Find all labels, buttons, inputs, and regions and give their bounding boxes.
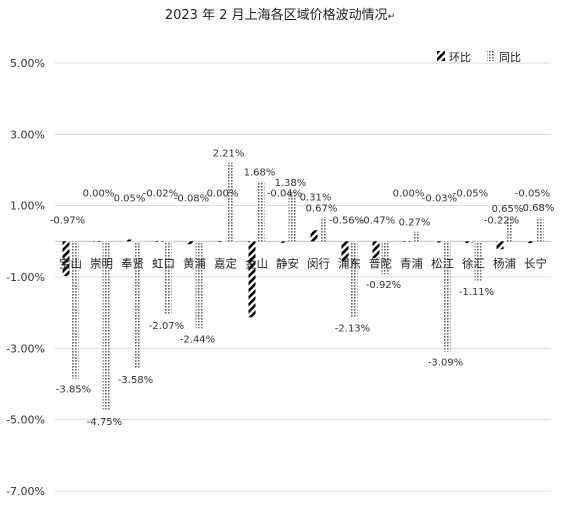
category-label: 杨浦 bbox=[493, 256, 516, 270]
legend-swatch-mom bbox=[437, 51, 445, 61]
bar-yoy bbox=[288, 192, 296, 242]
legend-swatch-yoy bbox=[487, 51, 495, 61]
data-label-mom: 0.05% bbox=[114, 193, 146, 204]
bar-mom bbox=[186, 241, 194, 245]
y-tick-label: -1.00% bbox=[6, 271, 45, 284]
category-label: 长宁 bbox=[524, 256, 547, 270]
bar-yoy bbox=[102, 241, 110, 411]
category-label: 虹口 bbox=[152, 256, 175, 270]
bar-yoy bbox=[536, 217, 544, 242]
bar-yoy bbox=[412, 231, 420, 242]
data-labels: -0.97% -3.85% 0.00% -4.75% 0.05% -3.58% -0.02%… bbox=[50, 149, 555, 428]
y-axis-tick-labels: 5.00% 3.00% 1.00% -1.00% -3.00% -5.00% -7.00% bbox=[6, 57, 45, 498]
data-label-mom: 0.00% bbox=[83, 188, 115, 199]
data-label-yoy: 0.68% bbox=[523, 203, 555, 214]
data-label-mom: 0.00% bbox=[393, 188, 425, 199]
category-labels: 宝山 崇明 奉贤 虹口 黄浦 嘉定 金山 静安 闵行 浦东 普陀 青浦 松江 徐汇 杨浦 长宁 bbox=[59, 256, 547, 270]
data-label-mom: 0.00% bbox=[207, 188, 239, 199]
data-label-yoy: 0.65% bbox=[492, 204, 524, 215]
bar-yoy bbox=[474, 241, 482, 281]
bar-mom bbox=[527, 241, 535, 244]
bar-mom bbox=[465, 241, 473, 244]
category-label: 宝山 bbox=[59, 256, 82, 270]
chart-title: 2023 年 2 月上海各区域价格波动情况↵ bbox=[165, 7, 395, 23]
y-tick-label: -7.00% bbox=[6, 485, 45, 498]
data-label-yoy: -3.58% bbox=[118, 375, 153, 386]
data-label-mom: -0.47% bbox=[360, 215, 395, 226]
bar-yoy bbox=[226, 162, 234, 242]
data-label-mom: -0.03% bbox=[422, 193, 457, 204]
y-tick-label: -5.00% bbox=[6, 414, 45, 427]
chart-title-text: 2023 年 2 月上海各区域价格波动情况 bbox=[165, 7, 388, 23]
data-label-mom: 0.31% bbox=[300, 192, 332, 203]
bar-yoy bbox=[133, 241, 141, 370]
category-label: 青浦 bbox=[400, 256, 423, 270]
bars bbox=[62, 162, 544, 411]
data-label-yoy: 0.27% bbox=[399, 218, 431, 229]
bar-yoy bbox=[164, 241, 172, 316]
bar-mom bbox=[434, 241, 442, 243]
data-label-mom: -0.04% bbox=[267, 188, 302, 199]
bar-mom bbox=[124, 239, 132, 242]
data-label-mom: -0.02% bbox=[143, 188, 178, 199]
bar-mom bbox=[310, 230, 318, 242]
data-label-yoy: -3.85% bbox=[56, 385, 91, 396]
legend-label-yoy: 同比 bbox=[499, 51, 521, 64]
title-return-mark: ↵ bbox=[388, 12, 396, 22]
category-label: 普陀 bbox=[369, 256, 392, 270]
bar-mom bbox=[93, 241, 101, 242]
y-tick-label: 3.00% bbox=[10, 128, 45, 141]
data-label-yoy: -2.13% bbox=[335, 323, 370, 334]
legend-label-mom: 环比 bbox=[449, 51, 471, 64]
data-label-mom: -0.05% bbox=[515, 188, 550, 199]
data-label-yoy: 1.68% bbox=[244, 167, 276, 178]
data-label-mom: -0.56% bbox=[329, 215, 364, 226]
category-label: 黄浦 bbox=[183, 256, 206, 270]
bar-mom bbox=[155, 241, 163, 243]
bar-mom bbox=[496, 241, 504, 250]
category-label: 静安 bbox=[276, 256, 299, 270]
bar-yoy bbox=[350, 241, 358, 318]
bar-mom bbox=[248, 241, 256, 318]
data-label-yoy: 0.67% bbox=[306, 203, 338, 214]
bar-mom bbox=[217, 241, 225, 242]
legend: 环比 同比 bbox=[437, 51, 521, 64]
y-tick-label: -3.00% bbox=[6, 342, 45, 355]
data-label-mom: -0.08% bbox=[174, 193, 209, 204]
bar-mom bbox=[403, 241, 411, 242]
category-label: 徐汇 bbox=[462, 256, 485, 270]
bar-mom bbox=[279, 241, 287, 243]
bar-yoy bbox=[505, 218, 513, 242]
data-label-yoy: -2.07% bbox=[149, 321, 184, 332]
category-label: 奉贤 bbox=[121, 256, 144, 270]
data-label-yoy: 1.38% bbox=[275, 178, 307, 189]
data-label-yoy: -4.75% bbox=[87, 417, 122, 428]
data-label-yoy: -3.09% bbox=[428, 358, 463, 369]
y-tick-label: 1.00% bbox=[10, 200, 45, 213]
category-label: 崇明 bbox=[90, 256, 113, 270]
data-label-mom: -0.97% bbox=[50, 215, 85, 226]
data-label-yoy: -1.11% bbox=[459, 287, 494, 298]
bar-mom bbox=[62, 241, 70, 276]
category-label: 闵行 bbox=[307, 256, 330, 270]
category-label: 松江 bbox=[431, 256, 454, 270]
bar-yoy bbox=[195, 241, 203, 329]
bar-yoy bbox=[443, 241, 451, 352]
data-label-mom: -0.22% bbox=[484, 215, 519, 226]
bar-yoy bbox=[319, 217, 327, 242]
y-tick-label: 5.00% bbox=[10, 57, 45, 70]
category-label: 浦东 bbox=[338, 256, 361, 270]
data-label-yoy: 2.21% bbox=[213, 149, 245, 160]
bar-mom bbox=[372, 241, 380, 259]
category-label: 嘉定 bbox=[214, 256, 237, 270]
category-label: 金山 bbox=[245, 256, 268, 270]
bar-yoy bbox=[257, 181, 265, 242]
data-label-yoy: -2.44% bbox=[180, 334, 215, 345]
bar-yoy bbox=[71, 241, 79, 379]
data-label-yoy: -0.92% bbox=[366, 280, 401, 291]
data-label-mom: -0.05% bbox=[453, 188, 488, 199]
bar-yoy bbox=[381, 241, 389, 275]
bar-mom bbox=[341, 241, 349, 262]
